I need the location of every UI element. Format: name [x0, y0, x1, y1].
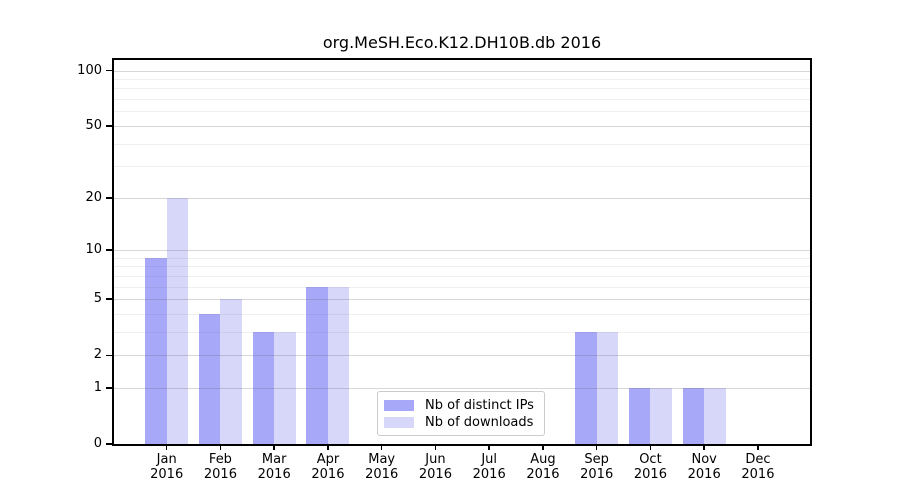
gridline-minor	[114, 257, 810, 259]
x-tick-label-dec: Dec 2016	[741, 452, 775, 482]
bar-nb-of-downloads-jan	[166, 197, 189, 444]
bar-nb-of-distinct-ips-mar	[252, 332, 275, 444]
gridline-minor	[114, 99, 810, 101]
x-tick-label-jun: Jun 2016	[418, 452, 452, 482]
x-tick-label-may: May 2016	[365, 452, 399, 482]
bar-nb-of-distinct-ips-nov	[682, 388, 705, 444]
bar-nb-of-distinct-ips-jan	[145, 257, 167, 444]
y-tick-label: 0	[93, 436, 102, 451]
gridline-minor	[114, 286, 810, 288]
y-tick-mark	[106, 443, 112, 445]
bar-nb-of-distinct-ips-apr	[306, 286, 328, 444]
bar-nb-of-downloads-apr	[327, 286, 350, 444]
y-tick-mark	[106, 354, 112, 357]
gridline-major	[114, 250, 810, 252]
y-tick-label: 50	[85, 117, 102, 133]
x-tick-mark	[488, 446, 490, 450]
x-tick-mark	[757, 446, 759, 450]
x-tick-label-jul: Jul 2016	[472, 452, 506, 482]
y-tick-mark	[106, 249, 112, 251]
gridline-minor	[114, 111, 810, 113]
x-tick-mark	[434, 446, 437, 450]
x-tick-mark	[165, 446, 168, 450]
x-tick-label-sep: Sep 2016	[580, 452, 614, 482]
y-tick-mark	[106, 69, 112, 72]
x-tick-label-mar: Mar 2016	[257, 452, 291, 482]
legend-item-downloads: Nb of downloads	[384, 414, 538, 431]
x-tick-mark	[273, 446, 275, 450]
gridline-major	[114, 125, 810, 127]
y-tick-mark	[106, 197, 112, 199]
legend-item-distinct-ips: Nb of distinct IPs	[384, 397, 538, 414]
gridline-minor	[114, 166, 810, 168]
bar-nb-of-distinct-ips-oct	[628, 388, 651, 444]
gridline-major	[114, 355, 810, 357]
x-tick-mark	[219, 446, 222, 450]
x-tick-mark	[380, 446, 383, 450]
x-tick-mark	[595, 446, 598, 450]
gridline-minor	[114, 314, 810, 316]
gridline-minor	[114, 266, 810, 268]
chart-title: org.MeSH.Eco.K12.DH10B.db 2016	[322, 33, 602, 52]
gridline-minor	[114, 79, 810, 81]
x-tick-label-nov: Nov 2016	[687, 452, 721, 482]
legend: Nb of distinct IPs Nb of downloads	[377, 391, 545, 436]
gridline-major	[114, 197, 810, 199]
y-tick-label: 10	[85, 242, 102, 258]
x-tick-mark	[649, 446, 652, 450]
gridline-major	[114, 388, 810, 390]
legend-label: Nb of downloads	[425, 414, 534, 430]
bar-nb-of-downloads-nov	[704, 388, 726, 444]
bar-nb-of-distinct-ips-sep	[575, 332, 597, 444]
legend-swatch-downloads	[384, 417, 414, 428]
x-tick-label-feb: Feb 2016	[203, 452, 237, 482]
gridline-minor	[114, 88, 810, 90]
gridline-major	[114, 70, 810, 72]
y-tick-mark	[106, 125, 112, 127]
x-tick-mark	[327, 446, 329, 450]
bar-nb-of-distinct-ips-feb	[198, 314, 221, 444]
x-tick-label-aug: Aug 2016	[526, 452, 560, 482]
gridline-major	[114, 299, 810, 301]
y-tick-mark	[106, 298, 112, 301]
y-tick-label: 100	[77, 62, 102, 78]
bar-nb-of-downloads-mar	[274, 332, 296, 444]
legend-label: Nb of distinct IPs	[425, 397, 534, 413]
x-tick-mark	[703, 446, 705, 450]
gridline-minor	[114, 332, 810, 334]
x-tick-label-jan: Jan 2016	[150, 452, 184, 482]
y-tick-label: 2	[93, 347, 102, 363]
bar-nb-of-downloads-oct	[650, 388, 672, 444]
x-tick-label-oct: Oct 2016	[633, 452, 667, 482]
x-tick-label-apr: Apr 2016	[311, 452, 345, 482]
bar-nb-of-downloads-feb	[220, 299, 242, 444]
y-tick-label: 5	[93, 291, 102, 307]
plot-area: 0 1 2 5 10 20 50 100 Jan 2016 Feb 2016 Mar 2016 Apr 201…	[77, 58, 812, 482]
legend-swatch-distinct-ips	[384, 400, 414, 411]
gridline-minor	[114, 143, 810, 145]
y-tick-label: 1	[93, 380, 102, 396]
bar-nb-of-downloads-sep	[596, 332, 619, 444]
y-tick-mark	[106, 387, 112, 390]
x-tick-mark	[542, 446, 544, 450]
y-tick-label: 20	[85, 189, 102, 205]
gridline-minor	[114, 275, 810, 277]
